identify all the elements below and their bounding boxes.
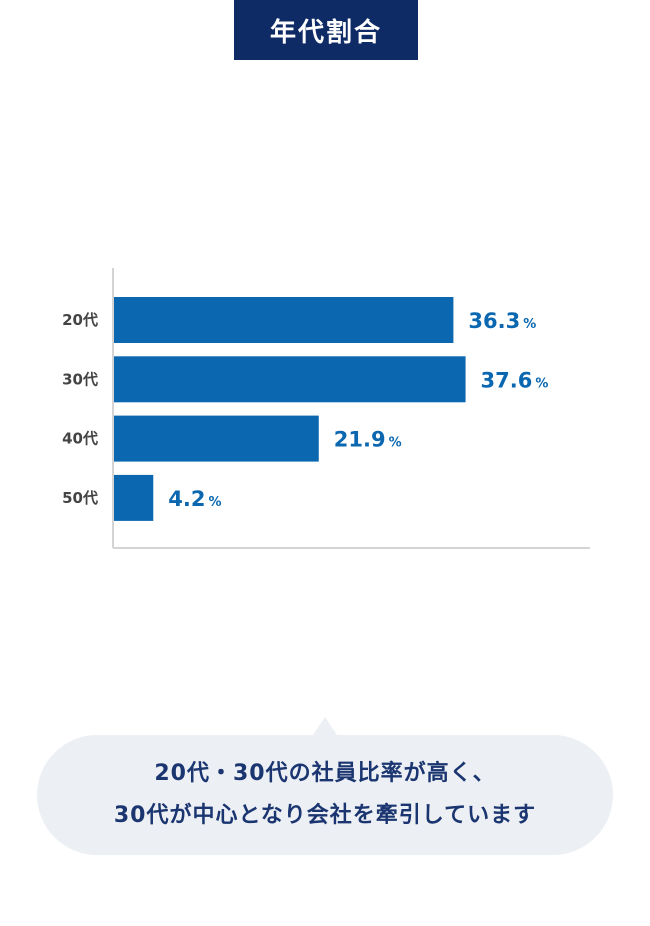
bubble-pointer xyxy=(313,717,337,735)
data-label: 37.6% xyxy=(481,368,549,392)
category-tick-label: 40代 xyxy=(62,430,98,448)
bar xyxy=(114,415,319,462)
bar xyxy=(114,474,154,521)
data-label: 4.2% xyxy=(168,487,221,511)
bar-chart: 20代 36.3 % 30代 37.6 % 40代 21.9 % 50代 4.2% xyxy=(62,268,590,549)
data-label: 21.9% xyxy=(334,428,402,452)
data-label: 36.3% xyxy=(468,309,536,333)
category-tick-label: 30代 xyxy=(62,370,98,388)
caption-line-1: 20代・30代の社員比率が高く、 xyxy=(154,761,496,786)
bar xyxy=(114,297,454,343)
category-tick-label: 20代 xyxy=(62,311,98,329)
caption-line-2: 30代が中心となり会社を牽引しています xyxy=(113,803,537,828)
caption-bubble: 20代・30代の社員比率が高く、 30代が中心となり会社を牽引しています xyxy=(37,735,613,855)
category-tick-label: 50代 xyxy=(62,489,98,507)
chart-title: 年代割合 xyxy=(234,0,418,60)
bar xyxy=(114,356,466,403)
